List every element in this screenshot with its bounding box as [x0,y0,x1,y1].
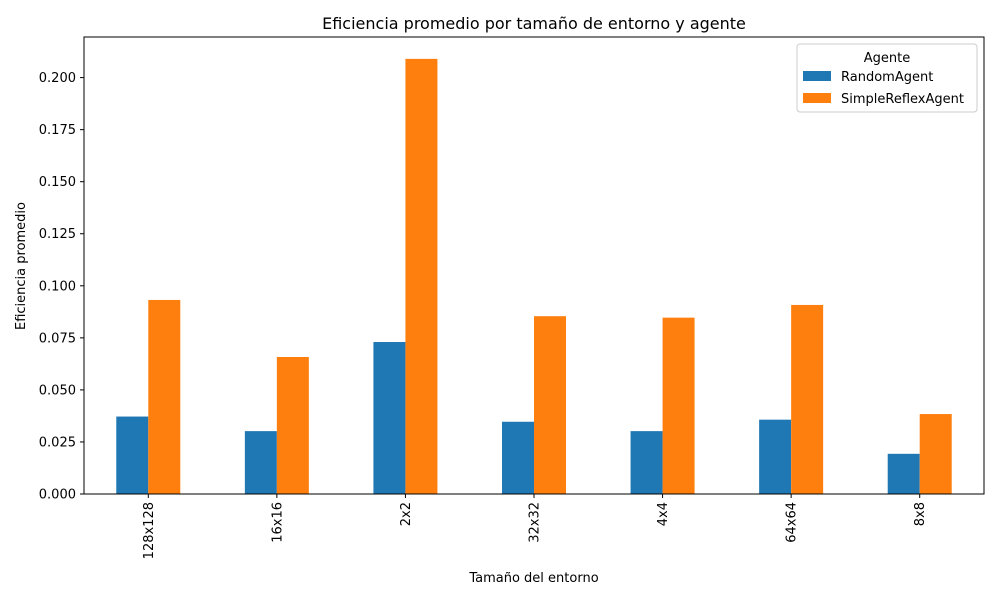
bar-RandomAgent-128x128 [116,416,149,494]
x-tick-label-64x64: 64x64 [785,502,800,543]
bar-RandomAgent-4x4 [630,431,663,494]
y-tick-label-4: 0.100 [39,279,76,294]
legend-swatch-1 [803,93,831,103]
x-tick-label-32x32: 32x32 [528,502,543,543]
bar-SimpleReflexAgent-4x4 [662,317,695,494]
y-axis-ticks: 0.000 0.025 0.050 0.075 0.100 0.125 0.150 0.175… [39,71,84,503]
chart-title: Eficiencia promedio por tamaño de entorn… [322,14,746,33]
bar-RandomAgent-8x8 [887,453,920,494]
x-tick-label-2x2: 2x2 [399,502,414,526]
y-tick-label-2: 0.050 [39,383,76,398]
bar-SimpleReflexAgent-16x16 [276,357,309,494]
y-tick-label-1: 0.025 [39,435,76,450]
x-tick-label-16x16: 16x16 [270,502,285,543]
y-tick-label-8: 0.200 [39,71,76,86]
x-axis-ticks: 128x128 16x16 2x2 32x32 4x4 64x64 8x8 [142,494,928,559]
bar-RandomAgent-64x64 [759,419,792,494]
y-axis-label: Eficiencia promedio [14,202,29,330]
bar-RandomAgent-16x16 [244,431,277,494]
x-axis-label: Tamaño del entorno [468,571,598,586]
y-tick-label-6: 0.150 [39,175,76,190]
legend: Agente RandomAgent SimpleReflexAgent [796,43,978,113]
x-tick-label-128x128: 128x128 [142,502,157,559]
bar-SimpleReflexAgent-128x128 [148,299,181,494]
legend-label-1: SimpleReflexAgent [841,92,964,107]
plot-frame [83,36,985,495]
bar-SimpleReflexAgent-8x8 [919,414,952,494]
y-tick-label-0: 0.000 [39,488,76,503]
legend-title: Agente [864,51,910,66]
legend-swatch-0 [803,71,831,81]
y-tick-label-3: 0.075 [39,331,76,346]
y-tick-label-7: 0.175 [39,123,76,138]
legend-label-0: RandomAgent [841,70,933,85]
bar-SimpleReflexAgent-64x64 [791,304,824,494]
bar-RandomAgent-32x32 [502,421,534,494]
bar-SimpleReflexAgent-2x2 [405,58,438,494]
y-tick-label-5: 0.125 [39,227,76,242]
bars-group [116,58,952,494]
legend-box [796,43,978,113]
bar-SimpleReflexAgent-32x32 [534,316,566,494]
bar-RandomAgent-2x2 [373,342,406,494]
x-tick-label-8x8: 8x8 [913,502,928,526]
x-tick-label-4x4: 4x4 [656,502,671,526]
